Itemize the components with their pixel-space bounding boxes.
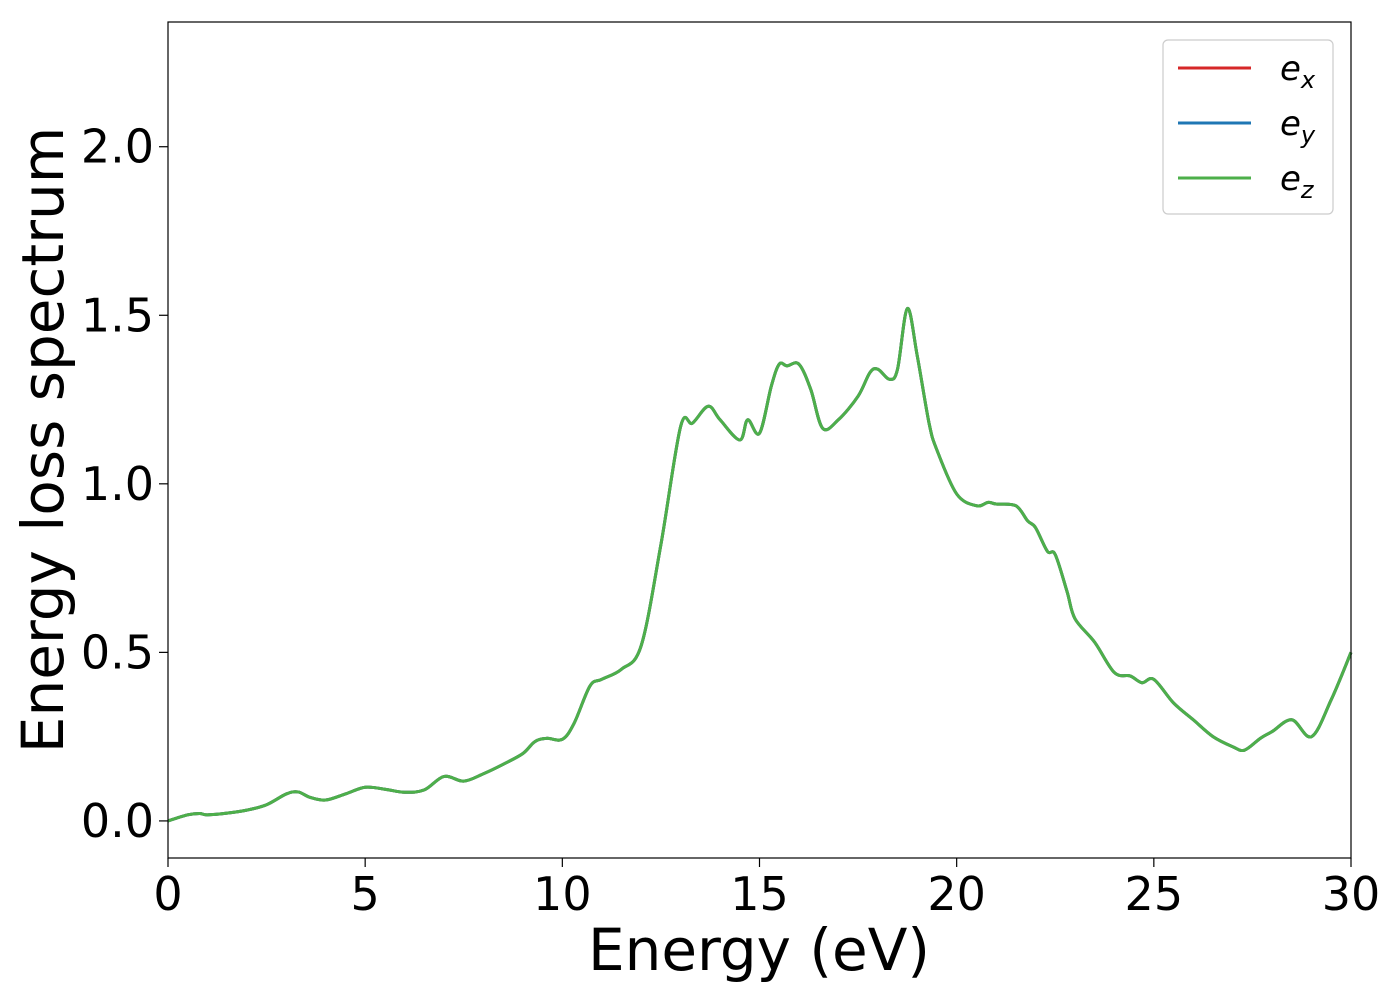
series-line-ex <box>167 307 1353 823</box>
y-tick-label: 1.0 <box>81 457 154 511</box>
y-axis: 0.0 0.5 1.0 1.5 2.0 <box>81 120 168 848</box>
legend-box <box>1162 39 1334 215</box>
series-line-ez <box>167 307 1353 823</box>
x-tick-label: 5 <box>351 867 380 921</box>
x-tick-label: 15 <box>730 867 789 921</box>
series-line-ey <box>167 307 1353 823</box>
legend-label-ex: ex <box>1280 49 1316 94</box>
y-tick-label: 2.0 <box>81 120 154 174</box>
x-tick-label: 25 <box>1125 867 1184 921</box>
x-axis-label: Energy (eV) <box>588 916 930 984</box>
legend-label-ey: ey <box>1280 104 1316 149</box>
y-axis-label: Energy loss spectrum <box>9 127 77 753</box>
x-tick-label: 30 <box>1322 867 1381 921</box>
x-tick-label: 0 <box>153 867 182 921</box>
x-tick-label: 20 <box>927 867 986 921</box>
y-tick-label: 0.5 <box>81 625 154 679</box>
y-tick-label: 0.0 <box>81 794 154 848</box>
x-tick-label: 10 <box>533 867 592 921</box>
y-tick-label: 1.5 <box>81 288 154 342</box>
x-axis: 0 5 10 15 20 25 30 <box>153 858 1380 921</box>
